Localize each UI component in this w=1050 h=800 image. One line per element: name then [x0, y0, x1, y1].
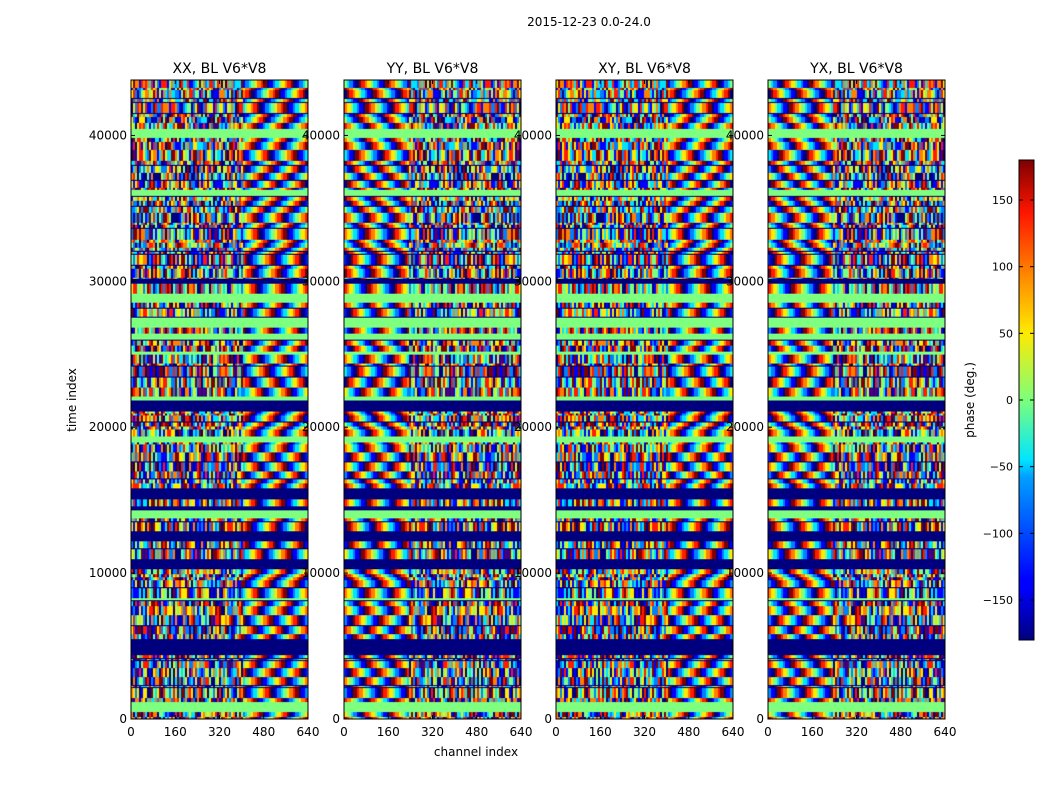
y-axis-label: time index	[65, 368, 79, 432]
panel-yx: YX, BL V6*V8 0 160 320 480 640 0 10000 20000 3000…	[726, 61, 957, 739]
x-tick-label: 480	[677, 725, 700, 739]
colorbar: −150 −100 −50 0 50 100 150	[983, 159, 1035, 641]
panel-title: XX, BL V6*V8	[173, 61, 267, 77]
panel-xy: XY, BL V6*V8 0 160 320 480 640 0 10000 20000 3000…	[514, 61, 745, 739]
colorbar-tick-label: 150	[992, 194, 1013, 207]
colorbar-tick-label: 0	[1006, 394, 1013, 407]
phase-heatmap-yx	[768, 80, 945, 719]
y-tick-label: 40000	[89, 128, 127, 142]
x-tick-label: 640	[722, 725, 745, 739]
panel-title: YY, BL V6*V8	[386, 61, 479, 77]
colorbar-tick-label: −100	[983, 527, 1013, 540]
figure-suptitle: 2015-12-23 0.0-24.0	[527, 15, 651, 29]
y-tick-label: 40000	[302, 128, 340, 142]
colorbar-tick-label: 100	[992, 261, 1013, 274]
y-tick-label: 40000	[726, 128, 764, 142]
y-tick-label: 0	[119, 712, 127, 726]
x-tick-label: 160	[801, 725, 824, 739]
x-tick-label: 0	[764, 725, 772, 739]
x-tick-label: 320	[421, 725, 444, 739]
y-tick-label: 10000	[514, 566, 552, 580]
phase-heatmap-yy	[344, 80, 521, 719]
y-tick-label: 20000	[514, 420, 552, 434]
x-tick-label: 480	[889, 725, 912, 739]
y-tick-label: 0	[332, 712, 340, 726]
phase-heatmap-xx	[131, 80, 308, 719]
x-tick-label: 160	[164, 725, 187, 739]
x-tick-label: 640	[510, 725, 533, 739]
panel-xx: XX, BL V6*V8 0 160 320 480 640 0 10000 20000 3000…	[89, 61, 320, 739]
y-tick-label: 20000	[89, 420, 127, 434]
colorbar-tick-label: −150	[983, 594, 1013, 607]
y-tick-label: 0	[544, 712, 552, 726]
x-tick-label: 160	[377, 725, 400, 739]
x-tick-label: 320	[208, 725, 231, 739]
colorbar-label: phase (deg.)	[963, 362, 977, 438]
y-tick-label: 30000	[726, 274, 764, 288]
panel-title: YX, BL V6*V8	[809, 61, 903, 77]
x-tick-label: 0	[340, 725, 348, 739]
y-tick-label: 20000	[726, 420, 764, 434]
panel-yy: YY, BL V6*V8 0 160 320 480 640 0 10000 20000 3000…	[302, 61, 533, 739]
x-tick-label: 320	[845, 725, 868, 739]
y-tick-label: 30000	[514, 274, 552, 288]
y-tick-label: 10000	[726, 566, 764, 580]
x-tick-label: 320	[633, 725, 656, 739]
x-tick-label: 0	[552, 725, 560, 739]
x-tick-label: 480	[465, 725, 488, 739]
y-tick-label: 20000	[302, 420, 340, 434]
y-tick-label: 30000	[302, 274, 340, 288]
x-tick-label: 0	[127, 725, 135, 739]
x-tick-label: 160	[589, 725, 612, 739]
y-tick-label: 0	[756, 712, 764, 726]
x-axis-label: channel index	[434, 745, 518, 759]
colorbar-tick-label: −50	[990, 461, 1013, 474]
panel-title: XY, BL V6*V8	[598, 61, 691, 77]
x-tick-label: 640	[297, 725, 320, 739]
y-tick-label: 40000	[514, 128, 552, 142]
panels-group: XX, BL V6*V8 0 160 320 480 640 0 10000 20000 3000…	[89, 61, 957, 739]
y-tick-label: 10000	[302, 566, 340, 580]
phase-heatmap-xy	[556, 80, 733, 719]
y-tick-label: 30000	[89, 274, 127, 288]
y-tick-label: 10000	[89, 566, 127, 580]
colorbar-tick-label: 50	[999, 327, 1013, 340]
x-tick-label: 640	[934, 725, 957, 739]
x-tick-label: 480	[252, 725, 275, 739]
